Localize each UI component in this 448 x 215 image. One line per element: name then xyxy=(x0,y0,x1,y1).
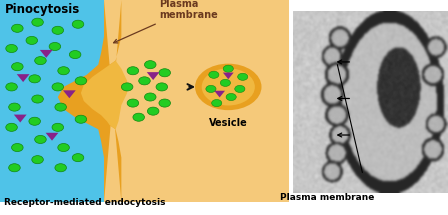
Polygon shape xyxy=(46,133,58,141)
Circle shape xyxy=(58,67,69,75)
Circle shape xyxy=(237,73,248,80)
Polygon shape xyxy=(223,72,234,79)
Circle shape xyxy=(12,63,23,71)
Circle shape xyxy=(52,83,64,91)
Polygon shape xyxy=(104,0,289,202)
Circle shape xyxy=(52,26,64,34)
Text: Pinocytosis: Pinocytosis xyxy=(4,3,80,16)
Circle shape xyxy=(12,24,23,32)
Polygon shape xyxy=(214,91,225,97)
Circle shape xyxy=(159,99,171,107)
Circle shape xyxy=(49,42,60,51)
Circle shape xyxy=(72,20,84,28)
Circle shape xyxy=(144,93,156,101)
Circle shape xyxy=(29,75,40,83)
Circle shape xyxy=(29,117,40,125)
Circle shape xyxy=(223,65,233,72)
Circle shape xyxy=(220,79,230,86)
Circle shape xyxy=(226,94,236,101)
Circle shape xyxy=(6,123,17,131)
Text: Plasma membrane: Plasma membrane xyxy=(280,193,374,202)
Circle shape xyxy=(75,77,87,85)
Circle shape xyxy=(26,36,38,45)
Circle shape xyxy=(133,113,144,121)
Circle shape xyxy=(34,135,46,143)
Circle shape xyxy=(69,51,81,59)
Circle shape xyxy=(34,57,46,65)
Text: Plasma
membrane: Plasma membrane xyxy=(114,0,218,43)
Circle shape xyxy=(121,83,133,91)
Circle shape xyxy=(12,143,23,152)
Circle shape xyxy=(9,103,20,111)
Circle shape xyxy=(6,45,17,52)
Polygon shape xyxy=(63,90,76,98)
Circle shape xyxy=(32,95,43,103)
Circle shape xyxy=(55,164,66,172)
Circle shape xyxy=(206,85,216,92)
Circle shape xyxy=(211,100,222,107)
Circle shape xyxy=(32,156,43,164)
Circle shape xyxy=(195,64,262,110)
Polygon shape xyxy=(0,0,104,202)
Circle shape xyxy=(235,85,245,92)
Circle shape xyxy=(147,107,159,115)
Polygon shape xyxy=(147,72,159,80)
Circle shape xyxy=(6,83,17,91)
Circle shape xyxy=(58,143,69,152)
Polygon shape xyxy=(40,50,52,58)
Polygon shape xyxy=(58,0,121,202)
Circle shape xyxy=(127,99,139,107)
Circle shape xyxy=(32,18,43,26)
Polygon shape xyxy=(17,74,30,82)
Circle shape xyxy=(75,115,87,123)
Circle shape xyxy=(159,69,171,77)
Text: Receptor-mediated endocytosis: Receptor-mediated endocytosis xyxy=(4,198,166,207)
Circle shape xyxy=(139,77,150,85)
Circle shape xyxy=(202,68,255,106)
Circle shape xyxy=(209,71,219,78)
Polygon shape xyxy=(81,61,127,129)
Circle shape xyxy=(72,154,84,162)
Circle shape xyxy=(52,123,64,131)
Text: Vesicle: Vesicle xyxy=(209,118,248,128)
Circle shape xyxy=(156,83,168,91)
Polygon shape xyxy=(14,115,26,123)
Circle shape xyxy=(127,67,139,75)
Circle shape xyxy=(9,164,20,172)
Circle shape xyxy=(55,103,66,111)
Circle shape xyxy=(144,61,156,69)
